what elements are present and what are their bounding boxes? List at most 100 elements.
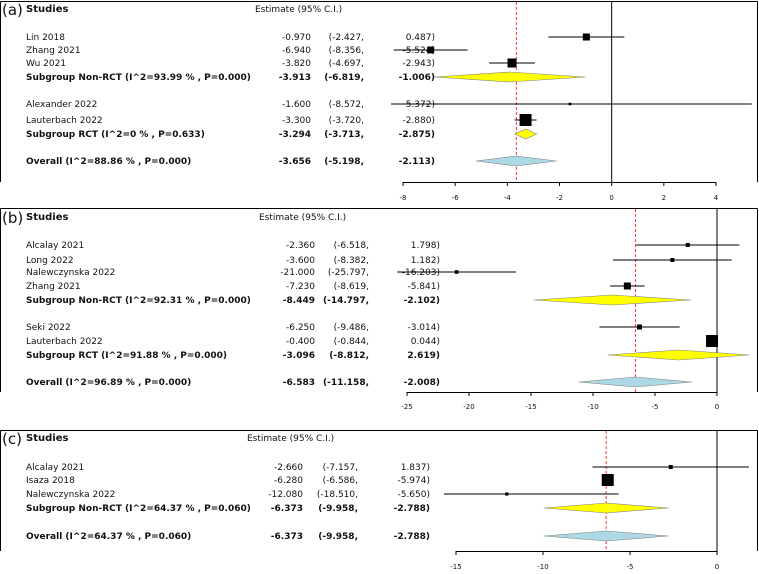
row-label: Subgroup Non-RCT (I^2=93.99 % , P=0.000) <box>26 73 251 83</box>
ci-upper-value: -16.203) <box>402 268 440 278</box>
x-tick-label: -25 <box>401 403 412 411</box>
estimate-value: -3.096 <box>283 351 315 361</box>
estimate-value: -3.600 <box>286 256 315 266</box>
estimate-value: -1.600 <box>282 100 311 110</box>
ci-lower-value: (-6.518, <box>334 241 369 251</box>
row-label: Wu 2021 <box>26 59 66 69</box>
panel-letter: (a) <box>2 1 23 19</box>
x-tick-label: 0 <box>715 563 719 571</box>
point-estimate-square <box>637 324 642 330</box>
point-estimate-square <box>706 335 719 347</box>
row-label: Long 2022 <box>26 256 74 266</box>
ci-lower-value: (-0.844, <box>334 337 369 347</box>
x-tick-label: 4 <box>714 194 719 202</box>
estimate-value: -21.000 <box>280 268 315 278</box>
estimate-value: -6.250 <box>286 323 315 333</box>
ci-upper-value: 1.798) <box>411 241 440 251</box>
ci-upper-value: -2.008) <box>404 378 440 388</box>
header-estimate: Estimate (95% C.I.) <box>255 5 342 15</box>
row-label: Subgroup RCT (I^2=0 % , P=0.633) <box>26 130 205 140</box>
x-tick-label: -15 <box>525 403 536 411</box>
ci-upper-value: -2.880) <box>402 116 435 126</box>
study-row: Alcalay 2021 -2.360 (-6.518, 1.798) <box>26 241 740 251</box>
overall-row: Overall (I^2=96.89 % , P=0.000) -6.583 (-1… <box>26 376 693 388</box>
point-estimate-square <box>427 46 435 54</box>
point-estimate-square <box>454 270 459 274</box>
estimate-value: -0.970 <box>282 33 311 43</box>
estimate-value: -2.660 <box>274 463 303 473</box>
overall-diamond <box>476 155 557 167</box>
estimate-value: -6.940 <box>282 46 311 56</box>
x-tick-label: -20 <box>463 403 474 411</box>
point-estimate-square <box>507 58 517 68</box>
point-estimate-square <box>670 258 675 262</box>
estimate-value: -12.080 <box>268 490 303 500</box>
study-row: Lauterbach 2022 -3.300 (-3.720, -2.880) <box>26 114 537 126</box>
point-estimate-square <box>685 243 690 247</box>
overall-diamond <box>578 376 693 388</box>
point-estimate-square <box>601 474 614 486</box>
ci-upper-value: -5.974) <box>397 476 430 486</box>
ci-upper-value: -3.014) <box>407 323 440 333</box>
x-tick-label: -5 <box>652 403 659 411</box>
ci-lower-value: (-8.382, <box>334 256 369 266</box>
point-estimate-square <box>623 282 631 290</box>
x-tick-label: -8 <box>400 194 407 202</box>
ci-lower-value: (-11.158, <box>323 378 369 388</box>
ci-lower-value: (-3.720, <box>329 116 364 126</box>
row-label: Zhang 2021 <box>26 282 81 292</box>
estimate-value: -6.583 <box>283 378 315 388</box>
subgroup-diamond <box>543 502 669 514</box>
ci-upper-value: 1.182) <box>411 256 440 266</box>
estimate-value: -8.449 <box>283 296 315 306</box>
header-estimate: Estimate (95% C.I.) <box>247 434 334 444</box>
ci-upper-value: 2.619) <box>407 351 440 361</box>
x-tick-label: -2 <box>556 194 563 202</box>
x-tick-label: -4 <box>504 194 512 202</box>
header-studies: Studies <box>26 433 68 444</box>
row-label: Isaza 2018 <box>26 476 75 486</box>
x-tick-label: 0 <box>609 194 613 202</box>
subgroup-diamond <box>607 349 750 361</box>
ci-lower-value: (-6.819, <box>324 73 364 83</box>
ci-lower-value: (-14.797, <box>323 296 369 306</box>
ci-lower-value: (-18.510, <box>317 490 358 500</box>
ci-lower-value: (-25.797, <box>328 268 369 278</box>
ci-lower-value: (-2.427, <box>329 33 364 43</box>
estimate-value: -6.373 <box>271 532 303 542</box>
ci-upper-value: -5.841) <box>407 282 440 292</box>
ci-upper-value: -1.006) <box>399 73 435 83</box>
ci-upper-value: -2.788) <box>394 504 430 514</box>
overall-row: Overall (I^2=64.37 % , P=0.060) -6.373 (-9… <box>26 530 669 542</box>
x-tick-label: -10 <box>587 403 598 411</box>
row-label: Subgroup Non-RCT (I^2=64.37 % , P=0.060) <box>26 504 251 514</box>
row-label: Lauterbach 2022 <box>26 116 103 126</box>
subgroup-diamond <box>533 294 691 306</box>
study-row: Long 2022 -3.600 (-8.382, 1.182) <box>26 256 732 266</box>
forest-panel-b: (b) Studies Estimate (95% C.I.) -25 -20 -15 -1… <box>0 208 758 411</box>
overall-diamond <box>543 530 669 542</box>
ci-lower-value: (-8.619, <box>334 282 369 292</box>
study-row: Lin 2018 -0.970 (-2.427, 0.487) <box>26 33 625 43</box>
ci-lower-value: (-4.697, <box>329 59 364 69</box>
panel-letter: (c) <box>2 430 22 448</box>
panel-letter: (b) <box>2 209 23 227</box>
ci-lower-value: (-7.157, <box>323 463 358 473</box>
header-studies: Studies <box>26 212 68 223</box>
ci-upper-value: -2.788) <box>394 532 430 542</box>
ci-lower-value: (-5.198, <box>324 157 364 167</box>
point-estimate-square <box>519 114 532 126</box>
study-row: Lauterbach 2022 -0.400 (-0.844, 0.044) <box>26 335 719 347</box>
estimate-value: -0.400 <box>286 337 315 347</box>
subgroup-diamond <box>514 128 538 140</box>
x-tick-label: -5 <box>627 563 634 571</box>
estimate-value: -7.230 <box>286 282 315 292</box>
ci-upper-value: 0.044) <box>411 337 440 347</box>
study-row: Wu 2021 -3.820 (-4.697, -2.943) <box>26 58 535 69</box>
study-row: Zhang 2021 -6.940 (-8.356, -5.524) <box>26 46 468 56</box>
row-label: Subgroup Non-RCT (I^2=92.31 % , P=0.000) <box>26 296 251 306</box>
point-estimate-square <box>668 465 673 469</box>
estimate-value: -6.373 <box>271 504 303 514</box>
ci-lower-value: (-9.958, <box>318 504 358 514</box>
